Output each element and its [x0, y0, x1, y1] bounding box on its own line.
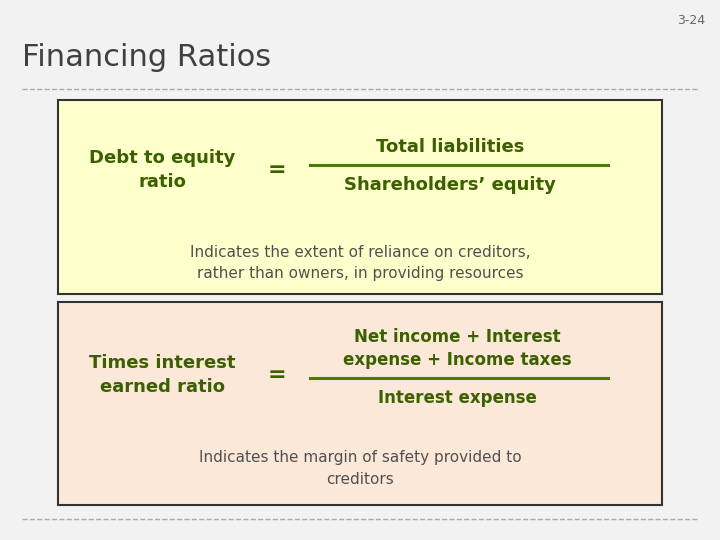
Text: =: = [268, 160, 287, 180]
Text: Interest expense: Interest expense [378, 389, 536, 407]
Text: Indicates the margin of safety provided to
creditors: Indicates the margin of safety provided … [199, 450, 521, 487]
Text: Debt to equity
ratio: Debt to equity ratio [89, 149, 235, 191]
Text: Financing Ratios: Financing Ratios [22, 43, 271, 72]
Text: Net income + Interest
expense + Income taxes: Net income + Interest expense + Income t… [343, 328, 572, 369]
Text: 3-24: 3-24 [678, 14, 706, 26]
Text: Times interest
earned ratio: Times interest earned ratio [89, 354, 235, 396]
Text: =: = [268, 365, 287, 386]
Text: Total liabilities: Total liabilities [376, 138, 524, 157]
FancyBboxPatch shape [58, 100, 662, 294]
Text: Shareholders’ equity: Shareholders’ equity [344, 176, 556, 194]
Text: Indicates the extent of reliance on creditors,
rather than owners, in providing : Indicates the extent of reliance on cred… [189, 245, 531, 281]
FancyBboxPatch shape [58, 302, 662, 505]
